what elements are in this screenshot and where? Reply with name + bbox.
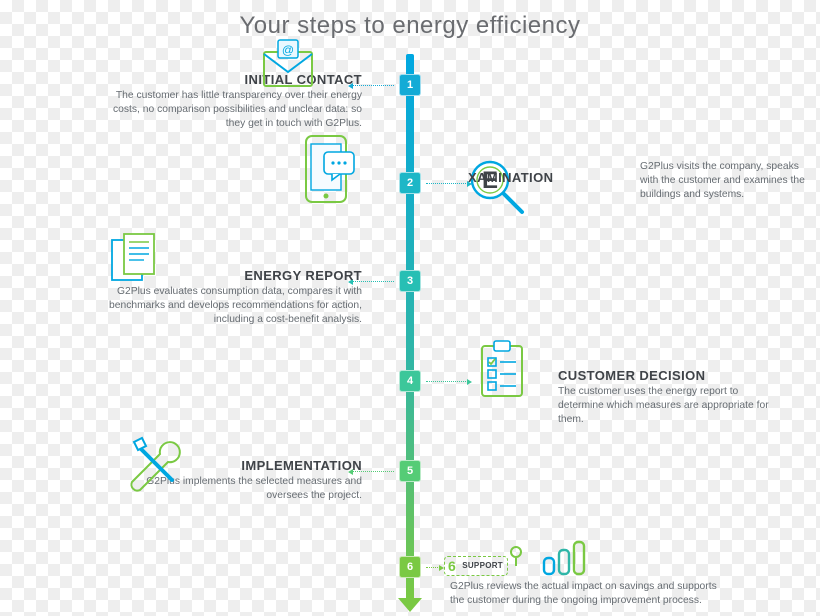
- step-6-badge: 6 SUPPORT: [444, 556, 508, 576]
- page-title: Your steps to energy efficiency: [0, 12, 820, 40]
- magnifier-e-icon: E: [468, 158, 534, 216]
- connector-6: [426, 567, 440, 568]
- svg-text:@: @: [282, 43, 294, 57]
- step-1-text: The customer has little transparency ove…: [102, 89, 362, 131]
- step-2-title: XAMINATION: [468, 170, 553, 185]
- tools-icon: [120, 428, 190, 498]
- step-node-1: 1: [399, 74, 421, 96]
- step-2: XAMINATION: [538, 170, 553, 187]
- connector-4: [426, 381, 468, 382]
- step-2-text: G2Plus visits the company, speaks with t…: [640, 160, 810, 202]
- step-4-text: The customer uses the energy report to d…: [558, 385, 778, 427]
- checklist-icon: [476, 338, 532, 402]
- step-node-4: 4: [399, 370, 421, 392]
- bar-chart-icon: [540, 540, 590, 578]
- step-node-3: 3: [399, 270, 421, 292]
- step-1: INITIAL CONTACT The customer has little …: [102, 72, 362, 131]
- phone-chat-icon: [300, 130, 362, 210]
- document-stack-icon: [108, 230, 166, 288]
- step-6-title: SUPPORT: [462, 556, 503, 576]
- envelope-at-icon: @: [256, 38, 320, 94]
- pin-icon: [510, 546, 522, 558]
- step-6: G2Plus reviews the actual impact on savi…: [450, 580, 730, 608]
- step-node-5: 5: [399, 460, 421, 482]
- step-6-text: G2Plus reviews the actual impact on savi…: [450, 580, 730, 608]
- timeline-arrowhead: [398, 598, 422, 612]
- step-1-title: INITIAL CONTACT: [102, 72, 362, 87]
- timeline-axis: [406, 54, 414, 600]
- step-2-desc: G2Plus visits the company, speaks with t…: [640, 160, 810, 202]
- infographic-canvas: Your steps to energy efficiency 1 2 3 4 …: [0, 0, 820, 616]
- step-4: CUSTOMER DECISION The customer uses the …: [558, 368, 778, 427]
- step-6-num: 6: [448, 556, 456, 576]
- step-3-text: G2Plus evaluates consumption data, compa…: [102, 285, 362, 327]
- step-node-2: 2: [399, 172, 421, 194]
- step-node-6: 6: [399, 556, 421, 578]
- connector-2: [426, 183, 468, 184]
- step-4-title: CUSTOMER DECISION: [558, 368, 778, 383]
